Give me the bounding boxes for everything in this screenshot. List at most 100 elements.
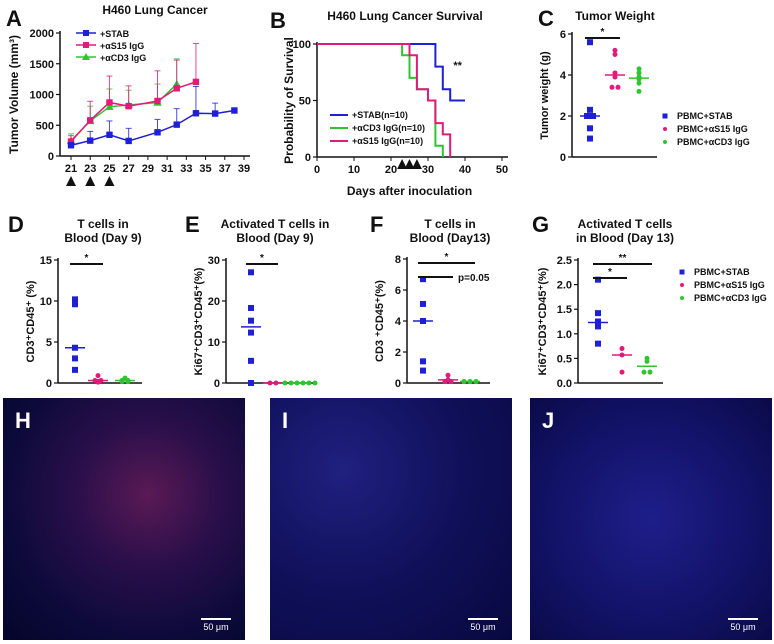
data-point: [663, 140, 667, 144]
y-tick-label: 1.0: [557, 329, 572, 341]
data-point: [72, 366, 78, 373]
panel-c: C Tumor Weight 0 2 4 6 Tumor weight (g) * PBMC+S…: [538, 6, 750, 164]
legend-label: PBMC+STAB: [677, 111, 733, 121]
data-point: [663, 127, 667, 131]
chart-title: in Blood (Day 13): [576, 231, 674, 245]
data-point: [248, 304, 254, 311]
legend-label: PBMC+αCD3 IgG: [677, 137, 750, 147]
group-s15: [438, 372, 458, 384]
legend-label: +αS15 IgG(n=10): [352, 136, 423, 146]
significance-label: p=0.05: [458, 273, 490, 284]
data-point: [105, 102, 114, 110]
legend-item: +STAB(n=10): [330, 110, 408, 120]
data-point: [87, 137, 94, 144]
legend-item: +αCD3 IgG: [76, 53, 146, 63]
group-cd3: [629, 66, 649, 94]
data-point: [420, 367, 426, 374]
significance-label: *: [85, 253, 89, 264]
chart-title: Activated T cells in: [221, 217, 330, 231]
y-tick-label: 0.0: [557, 378, 572, 390]
data-point: [587, 125, 593, 132]
group-stab: [588, 276, 608, 347]
legend-item: PBMC+STAB: [662, 111, 733, 121]
survival-curve-s15: [317, 43, 452, 157]
dosing-arrow-icon: [104, 176, 115, 186]
y-tick-label: 2.5: [557, 255, 572, 267]
group-cd3: [115, 375, 135, 384]
legend-label: PBMC+αS15 IgG: [694, 280, 765, 290]
legend-item: PBMC+STAB: [679, 267, 750, 277]
y-axis-label: Tumor weight (g): [539, 51, 551, 140]
panel-label: I: [282, 408, 289, 433]
group-cd3: [637, 355, 657, 375]
data-point: [644, 358, 650, 364]
y-axis-label: Tumor Volume (mm³): [7, 35, 21, 154]
chart-title: T cells in: [424, 217, 475, 231]
data-point: [612, 70, 618, 76]
data-point: [83, 42, 89, 48]
panel-letter: G: [532, 212, 549, 237]
y-tick-label: 1.5: [557, 304, 572, 316]
legend-label: +αCD3 IgG(n=10): [352, 123, 425, 133]
data-point: [636, 66, 642, 72]
data-point: [248, 357, 254, 364]
dosing-arrow-icon: [85, 176, 96, 186]
y-tick-label: 0: [214, 378, 220, 390]
y-tick-label: 8: [395, 254, 401, 266]
chart-title: Blood (Day 9): [236, 231, 313, 245]
dosing-arrow-icon: [66, 176, 76, 186]
data-point: [72, 355, 78, 362]
group-cd3: [282, 380, 318, 386]
y-tick-label: 100: [293, 39, 311, 51]
y-tick-label: 5: [46, 337, 52, 349]
significance-label: *: [601, 27, 605, 38]
panel-letter: E: [185, 212, 200, 237]
y-tick-label: 0: [48, 151, 54, 163]
chart-title: T cells in: [77, 217, 128, 231]
data-point: [420, 300, 426, 307]
data-point: [173, 85, 180, 92]
data-point: [679, 269, 685, 275]
legend-label: PBMC+STAB: [694, 267, 750, 277]
y-axis-label: Probability of Survival: [282, 37, 296, 164]
y-axis-label: CD3 ⁺CD45⁺(%): [374, 280, 386, 362]
data-point: [248, 269, 254, 276]
legend-label: +αCD3 IgG: [100, 53, 146, 63]
legend-item: PBMC+αS15 IgG: [680, 280, 765, 290]
legend-label: +STAB: [100, 29, 130, 39]
x-tick-label: 40: [459, 164, 471, 176]
x-tick-label: 23: [84, 163, 96, 175]
y-tick-label: 50: [299, 96, 311, 108]
x-tick-label: 37: [219, 163, 231, 175]
y-tick-label: 6: [560, 29, 566, 41]
y-axis-label: Ki67⁺CD3⁺CD45⁺(%): [537, 267, 549, 375]
panel-label: H: [15, 408, 31, 433]
y-tick-label: 500: [36, 120, 54, 132]
data-point: [595, 276, 601, 283]
series-stab: [67, 86, 238, 149]
survival-curve-stab: [317, 43, 465, 102]
chart-title: Blood (Day13): [410, 231, 491, 245]
data-point: [636, 80, 642, 86]
x-tick-label: 39: [238, 163, 250, 175]
y-tick-label: 4: [395, 316, 402, 328]
y-tick-label: 15: [40, 255, 52, 267]
data-point: [595, 323, 601, 330]
data-point: [83, 30, 89, 36]
data-point: [587, 135, 593, 142]
data-point: [595, 340, 601, 347]
panel-letter: D: [8, 212, 24, 237]
y-tick-label: 1500: [30, 59, 54, 71]
legend-item: +αS15 IgG(n=10): [330, 136, 423, 146]
legend-label: PBMC+αS15 IgG: [677, 124, 748, 134]
data-point: [106, 99, 113, 106]
significance-label: **: [453, 60, 462, 72]
y-tick-label: 0: [46, 378, 52, 390]
legend-item: PBMC+αS15 IgG: [663, 124, 748, 134]
group-stab: [580, 39, 600, 142]
dosing-arrow-icon: [411, 159, 422, 169]
data-point: [248, 329, 254, 336]
x-tick-label: 50: [496, 164, 508, 176]
